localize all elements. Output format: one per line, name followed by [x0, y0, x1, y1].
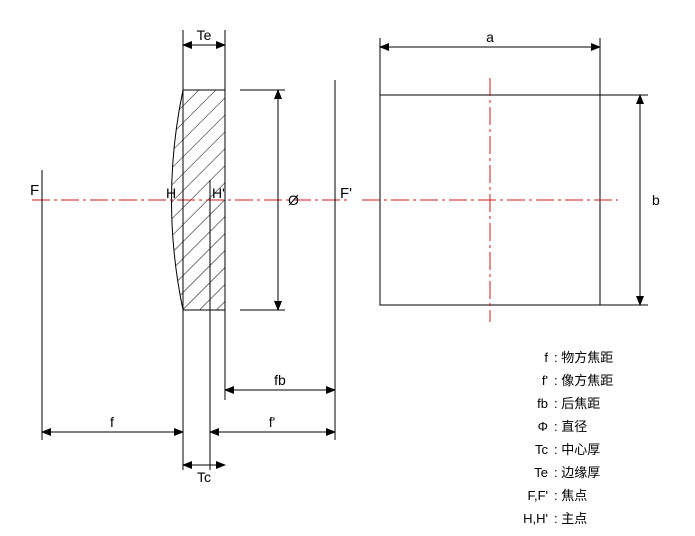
- legend-row: f': 像方焦距: [522, 370, 617, 391]
- legend-sym: Φ: [522, 416, 552, 437]
- legend-row: H,H': 主点: [522, 508, 617, 529]
- label-b: b: [652, 192, 660, 208]
- legend-sym: H,H': [522, 508, 552, 529]
- label-a: a: [486, 29, 494, 45]
- legend-row: Te: 边缘厚: [522, 462, 617, 483]
- legend-table: f: 物方焦距f': 像方焦距fb: 后焦距Φ: 直径Tc: 中心厚Te: 边缘…: [520, 345, 619, 531]
- legend-desc: : 中心厚: [554, 439, 617, 460]
- legend-sym: fb: [522, 393, 552, 414]
- legend-desc: : 后焦距: [554, 393, 617, 414]
- legend-row: Φ: 直径: [522, 416, 617, 437]
- legend-desc: : 主点: [554, 508, 617, 529]
- legend-desc: : 像方焦距: [554, 370, 617, 391]
- label-Fp: F': [340, 185, 352, 202]
- label-diam: Ø: [288, 192, 299, 208]
- legend-desc: : 焦点: [554, 485, 617, 506]
- label-te: Te: [197, 27, 212, 43]
- legend-sym: Te: [522, 462, 552, 483]
- legend-sym: f': [522, 370, 552, 391]
- legend-desc: : 物方焦距: [554, 347, 617, 368]
- legend-sym: F,F': [522, 485, 552, 506]
- legend-sym: Tc: [522, 439, 552, 460]
- label-tc: Tc: [197, 469, 211, 485]
- legend-row: fb: 后焦距: [522, 393, 617, 414]
- legend-desc: : 边缘厚: [554, 462, 617, 483]
- label-Hp: H': [212, 185, 225, 201]
- label-f: f: [110, 414, 114, 430]
- label-H: H: [166, 185, 176, 201]
- label-fp: f': [269, 414, 276, 430]
- label-F: F: [30, 182, 39, 199]
- legend-row: Tc: 中心厚: [522, 439, 617, 460]
- legend: f: 物方焦距f': 像方焦距fb: 后焦距Φ: 直径Tc: 中心厚Te: 边缘…: [520, 345, 619, 531]
- legend-desc: : 直径: [554, 416, 617, 437]
- label-fb: fb: [274, 372, 286, 388]
- legend-row: F,F': 焦点: [522, 485, 617, 506]
- legend-sym: f: [522, 347, 552, 368]
- legend-row: f: 物方焦距: [522, 347, 617, 368]
